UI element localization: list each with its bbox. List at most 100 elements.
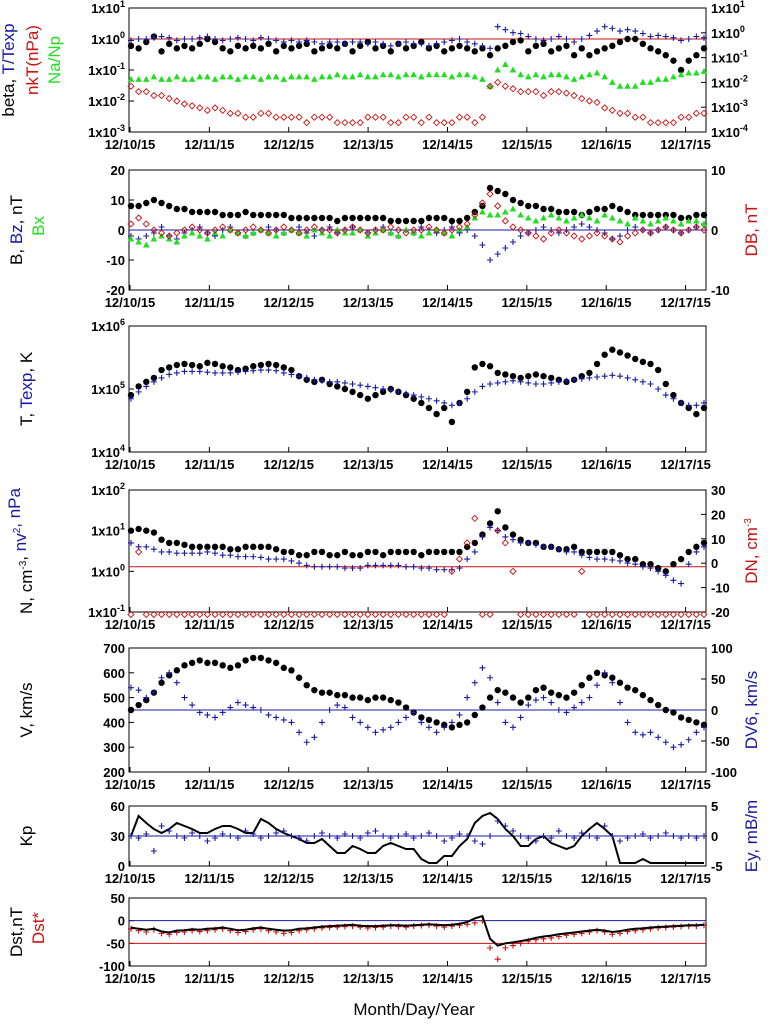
data-point [448, 226, 456, 234]
data-point [455, 113, 464, 121]
data-point [173, 369, 180, 376]
data-point [479, 841, 486, 847]
data-point [287, 226, 296, 234]
data-point [334, 691, 341, 699]
data-point [357, 835, 364, 841]
data-point [189, 702, 196, 709]
data-point [563, 694, 570, 701]
data-point [623, 610, 632, 619]
data-point [510, 828, 516, 834]
data-point [387, 835, 394, 841]
data-point [601, 45, 608, 52]
data-point [311, 233, 318, 239]
data-point [143, 378, 150, 386]
y-tick-label: -20 [106, 283, 125, 298]
x-tick-label: 12/17/15 [660, 971, 711, 986]
data-point [601, 373, 608, 380]
data-point [662, 75, 670, 82]
data-point [387, 48, 394, 55]
data-point [295, 551, 303, 559]
data-point [296, 39, 303, 46]
data-point [135, 548, 143, 556]
data-point [578, 567, 586, 575]
data-point [180, 226, 189, 234]
data-point [387, 696, 394, 704]
data-point [509, 223, 517, 231]
data-point [494, 251, 501, 257]
series-blue [128, 367, 707, 409]
data-point [540, 684, 547, 691]
data-point [257, 361, 265, 369]
data-point [677, 220, 685, 227]
data-point [372, 73, 379, 80]
data-point [464, 556, 471, 563]
data-point [578, 211, 586, 218]
data-point [303, 739, 310, 746]
data-point [173, 45, 181, 52]
data-point [517, 378, 524, 385]
data-point [265, 360, 272, 368]
data-point [655, 227, 662, 233]
data-point [326, 551, 333, 559]
data-point [440, 229, 448, 237]
data-point [646, 229, 655, 237]
data-point [257, 211, 265, 219]
data-point [273, 227, 280, 233]
data-point [494, 527, 501, 534]
data-point [341, 831, 348, 837]
data-point [334, 702, 341, 709]
data-point [173, 833, 180, 839]
data-point [166, 548, 173, 555]
data-point [273, 37, 280, 44]
y-tick-label: -100 [99, 959, 125, 974]
data-point [265, 833, 272, 839]
data-point [204, 369, 211, 376]
data-point [609, 679, 616, 686]
data-point [632, 833, 639, 839]
data-point [311, 833, 318, 839]
data-point [455, 555, 464, 563]
data-point [341, 73, 349, 80]
data-point [586, 214, 593, 221]
data-point [387, 548, 394, 556]
plot-frame [128, 7, 707, 133]
data-point [593, 360, 601, 368]
data-point [463, 71, 471, 78]
data-point [517, 88, 525, 96]
data-point [654, 211, 662, 219]
data-point [158, 224, 165, 230]
data-point [479, 664, 486, 671]
y-tick-label: 200 [103, 765, 125, 780]
data-point [211, 104, 219, 112]
x-tick-label: 12/15/15 [502, 777, 553, 792]
data-point [509, 531, 517, 538]
data-point [685, 833, 692, 839]
data-point [372, 384, 379, 391]
data-point [517, 30, 524, 37]
data-point [142, 75, 150, 82]
data-point [616, 679, 624, 686]
y-tick-label: 600 [103, 666, 125, 681]
data-point [456, 831, 463, 837]
data-point [280, 75, 288, 82]
data-point [226, 610, 234, 619]
data-point [250, 831, 257, 837]
data-point [540, 224, 547, 230]
data-point [196, 208, 203, 216]
data-point [502, 26, 509, 33]
data-point [296, 835, 303, 841]
data-point [395, 217, 402, 225]
data-point [280, 211, 287, 219]
data-point [295, 73, 303, 80]
data-point [418, 393, 425, 400]
data-point [548, 205, 555, 213]
data-point [196, 363, 203, 370]
data-point [273, 714, 280, 721]
data-point [326, 833, 333, 839]
data-point [555, 707, 562, 713]
data-point [356, 226, 364, 234]
data-point [234, 835, 241, 841]
data-point [593, 229, 601, 237]
data-point [242, 828, 249, 834]
y-tick-label: 1x10-1 [88, 61, 125, 78]
